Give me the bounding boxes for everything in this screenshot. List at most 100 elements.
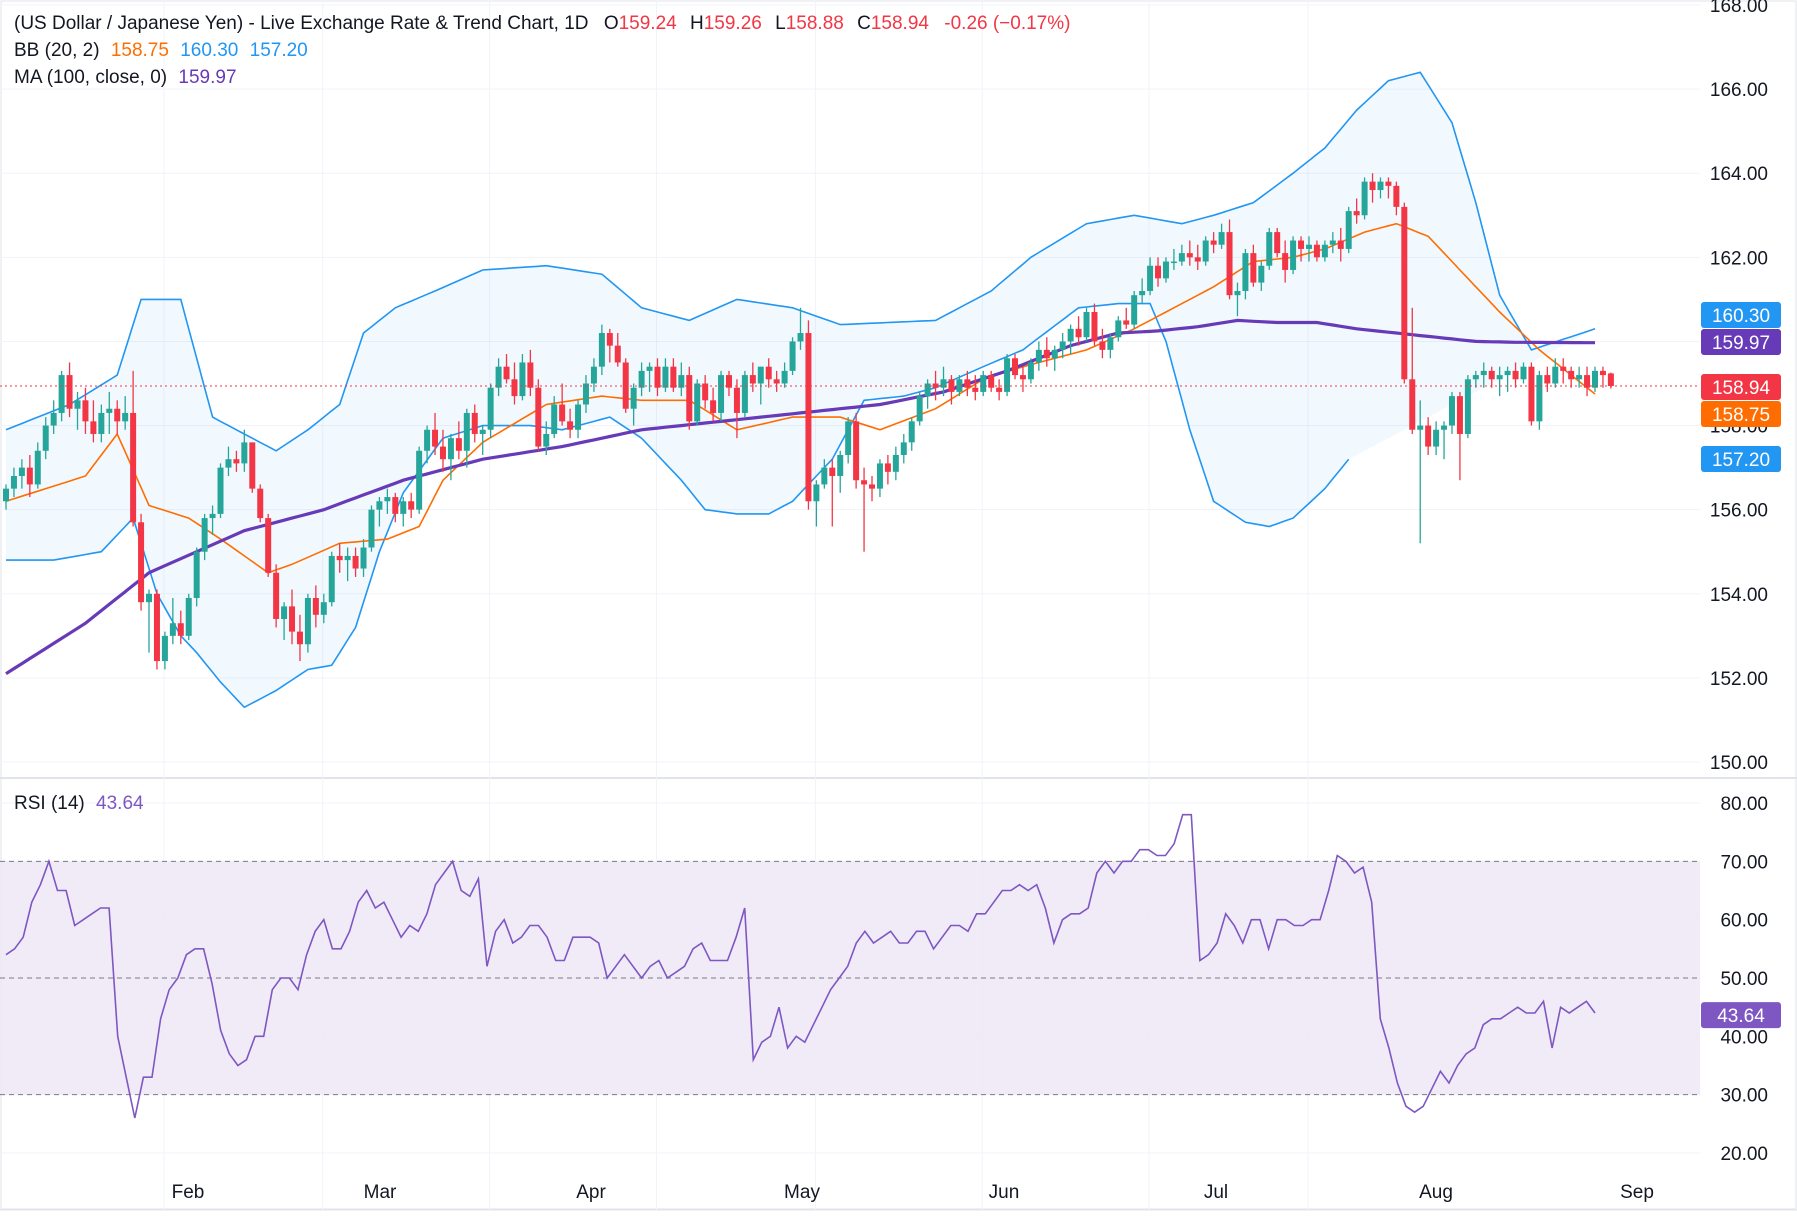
change-value: -0.26 (−0.17%): [944, 13, 1071, 34]
candle-body: [662, 366, 669, 388]
candle-body: [487, 387, 494, 430]
candle-body: [1107, 337, 1114, 350]
candle-body: [1123, 320, 1130, 325]
low-label: L: [775, 13, 786, 34]
candle-body: [1337, 240, 1344, 249]
candle-body: [519, 362, 526, 397]
candle-body: [1170, 261, 1177, 264]
bb-lower-value: 157.20: [249, 40, 308, 61]
candle-body: [257, 488, 264, 519]
price-tag-bg: [1701, 329, 1781, 355]
rsi-tick-label: 20.00: [1720, 1144, 1768, 1165]
candle-body: [1202, 240, 1209, 262]
candle-body: [225, 459, 232, 468]
candle-body: [781, 370, 788, 384]
candle-body: [1067, 328, 1074, 342]
candle-body: [805, 333, 812, 502]
candle-body: [130, 412, 137, 523]
rsi-label: RSI (14): [14, 793, 85, 814]
bb-legend: BB (20, 2) 158.75 160.30 157.20: [14, 40, 308, 62]
candle-body: [138, 522, 145, 603]
chart-title: (US Dollar / Japanese Yen) - Live Exchan…: [14, 13, 589, 34]
bb-mid-value: 158.75: [110, 40, 169, 61]
candle-body: [416, 450, 423, 510]
candle-body: [1448, 396, 1455, 426]
rsi-value: 43.64: [96, 793, 144, 814]
candle-body: [527, 362, 534, 388]
candle-body: [678, 375, 685, 388]
open-value: 159.24: [618, 13, 677, 34]
candle-body: [90, 421, 97, 434]
candle-body: [1361, 181, 1368, 216]
close-value: 158.94: [870, 13, 929, 34]
candle-body: [1099, 341, 1106, 350]
time-tick-label: Jul: [1204, 1182, 1228, 1203]
candle-body: [869, 484, 876, 489]
candle-body: [217, 467, 224, 514]
candle-body: [1266, 232, 1273, 266]
candle-body: [50, 412, 57, 426]
candle-body: [725, 375, 732, 388]
price-tag-label: 157.20: [1712, 450, 1770, 471]
candle-body: [908, 421, 915, 443]
candle-body: [1321, 244, 1328, 258]
rsi-tick-label: 40.00: [1720, 1027, 1768, 1048]
header-row: (US Dollar / Japanese Yen) - Live Exchan…: [14, 13, 1070, 35]
candle-body: [614, 345, 621, 363]
candle-body: [1568, 370, 1575, 380]
open-label: O: [603, 13, 619, 34]
candle-body: [1250, 253, 1257, 283]
candle-body: [606, 333, 613, 346]
candle-body: [1504, 370, 1511, 376]
candle-body: [694, 383, 701, 422]
candle-body: [1091, 312, 1098, 342]
candle-body: [447, 438, 454, 460]
candle-body: [646, 366, 653, 371]
candle-body: [1012, 358, 1019, 376]
ma-legend: MA (100, close, 0) 159.97: [14, 67, 237, 89]
candle-body: [328, 555, 335, 603]
candle-body: [1552, 366, 1559, 384]
candle-body: [1147, 265, 1154, 291]
candle-body: [1433, 429, 1440, 447]
price-tick-label: 166.00: [1710, 80, 1768, 101]
candle-body: [1218, 232, 1225, 245]
candle-body: [98, 412, 105, 434]
candle-body: [630, 387, 637, 409]
candle-body: [1115, 320, 1122, 338]
candle-body: [26, 467, 33, 485]
candle-body: [249, 442, 256, 489]
candle-body: [1480, 370, 1487, 376]
price-tag-bg: [1701, 302, 1781, 328]
candle-body: [511, 379, 518, 397]
candle-body: [392, 497, 399, 514]
candle-body: [209, 513, 216, 519]
candle-body: [972, 387, 979, 392]
candle-body: [1019, 375, 1026, 380]
candle-body: [146, 593, 153, 603]
low-value: 158.88: [785, 13, 844, 34]
candle-body: [1345, 211, 1352, 249]
candle-body: [543, 433, 550, 447]
candle-body: [18, 467, 25, 477]
candle-body: [1282, 253, 1289, 270]
candle-body: [471, 412, 478, 434]
rsi-tick-label: 60.00: [1720, 911, 1768, 932]
candle-body: [956, 379, 963, 392]
candle-body: [1305, 244, 1312, 249]
candle-body: [304, 597, 311, 645]
candle-body: [74, 400, 81, 409]
candle-body: [273, 572, 280, 620]
candle-body: [82, 400, 89, 422]
candle-body: [201, 518, 208, 552]
candle-body: [312, 597, 319, 615]
candle-body: [749, 375, 756, 384]
candle-body: [590, 366, 597, 384]
candle-body: [1226, 232, 1233, 296]
candle-body: [233, 459, 240, 464]
candle-body: [1607, 373, 1614, 387]
candle-body: [169, 623, 176, 636]
candle-body: [1544, 375, 1551, 384]
candle-body: [193, 551, 200, 598]
